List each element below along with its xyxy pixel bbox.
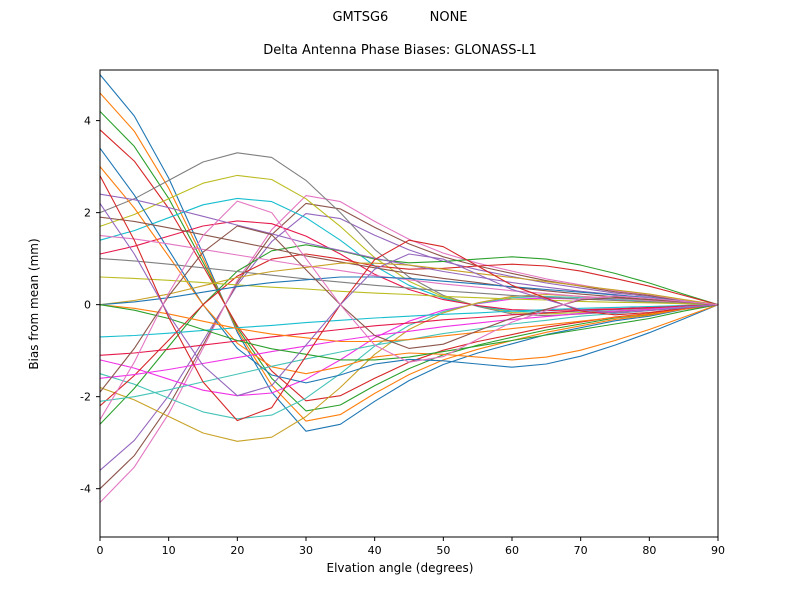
x-tick-label: 90 (711, 544, 725, 557)
series-line (99, 276, 719, 306)
series-line (99, 195, 719, 504)
y-axis-label: Bias from mean (mm) (27, 238, 41, 370)
axes-frame (99, 69, 719, 538)
series-line (99, 74, 719, 432)
x-tick-label: 50 (436, 544, 450, 557)
series-line (99, 202, 719, 397)
x-tick-label: 30 (299, 544, 313, 557)
x-tick-label: 10 (162, 544, 176, 557)
series-line (99, 304, 719, 343)
series-line (99, 200, 719, 421)
series-line (99, 175, 719, 422)
chart-title: Delta Antenna Phase Biases: GLONASS-L1 (263, 43, 537, 58)
series-line (99, 304, 719, 338)
series-line (99, 304, 719, 361)
y-tick-label: -4 (80, 483, 91, 496)
series-line (99, 295, 719, 420)
series-line (99, 225, 719, 393)
y-tick-label: -2 (80, 391, 91, 404)
series-line (99, 258, 719, 306)
x-axis-label: Elvation angle (degrees) (326, 561, 474, 575)
x-tick-label: 70 (574, 544, 588, 557)
y-tick-label: 0 (84, 299, 91, 312)
x-tick-label: 60 (505, 544, 519, 557)
figure-suptitle: GMTSG6 NONE (332, 10, 468, 25)
series-line (99, 213, 719, 471)
x-tick-label: 20 (230, 544, 244, 557)
series-line (99, 244, 719, 425)
series-line (99, 304, 719, 356)
series-line (99, 216, 719, 306)
series-line (99, 304, 719, 379)
y-tick-label: 2 (84, 207, 91, 220)
series-line (99, 166, 719, 375)
series-line (99, 276, 719, 306)
series-line (99, 253, 719, 407)
series-line (99, 92, 719, 422)
x-tick-label: 40 (368, 544, 382, 557)
series-line (99, 262, 719, 306)
x-tick-label: 80 (642, 544, 656, 557)
x-tick-label: 0 (97, 544, 104, 557)
y-tick-label: 4 (84, 115, 91, 128)
series-line (99, 110, 719, 412)
series-line (99, 152, 719, 317)
